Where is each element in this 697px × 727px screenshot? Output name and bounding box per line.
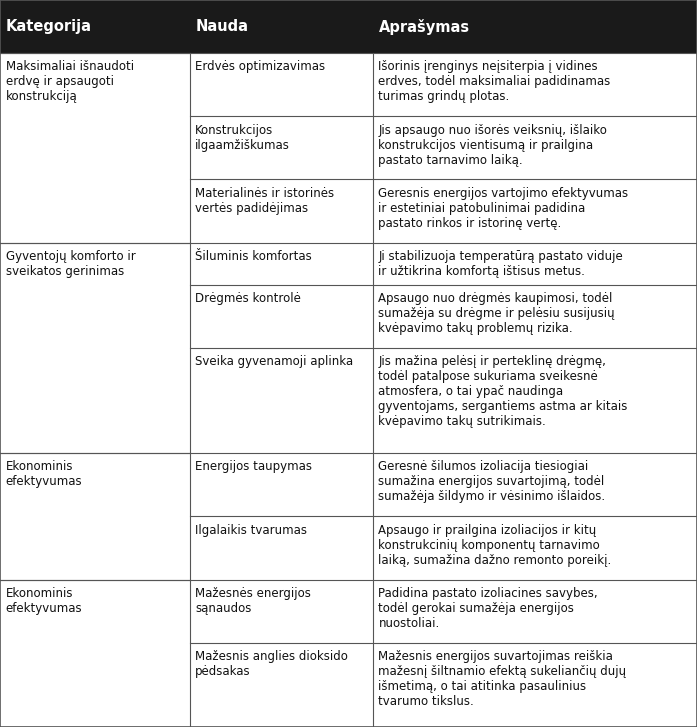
Text: Sveika gyvenamoji aplinka: Sveika gyvenamoji aplinka <box>195 356 353 368</box>
Bar <box>0 180 697 243</box>
Bar <box>0 453 190 579</box>
Text: Apsaugo nuo drėgmės kaupimosi, todėl
sumažėja su drėgme ir pelėsiu susijusių
kvė: Apsaugo nuo drėgmės kaupimosi, todėl sum… <box>378 292 615 335</box>
Text: Ji stabilizuoja temperatūrą pastato viduje
ir užtikrina komfortą ištisus metus.: Ji stabilizuoja temperatūrą pastato vidu… <box>378 250 623 278</box>
Bar <box>0 53 190 243</box>
Bar <box>0 0 697 53</box>
Text: Išorinis įrenginys neįsiterpia į vidines
erdves, todėl maksimaliai padidinamas
t: Išorinis įrenginys neįsiterpia į vidines… <box>378 60 611 103</box>
Bar <box>0 53 697 116</box>
Text: Konstrukcijos
ilgaamžiškumas: Konstrukcijos ilgaamžiškumas <box>195 124 290 151</box>
Text: Jis apsaugo nuo išorės veiksnių, išlaiko
konstrukcijos vientisumą ir prailgina
p: Jis apsaugo nuo išorės veiksnių, išlaiko… <box>378 124 607 166</box>
Bar <box>0 453 697 516</box>
Text: Nauda: Nauda <box>195 19 248 34</box>
Bar <box>0 579 697 643</box>
Text: Erdvės optimizavimas: Erdvės optimizavimas <box>195 60 325 73</box>
Text: Šiluminis komfortas: Šiluminis komfortas <box>195 250 312 263</box>
Text: Jis mažina pelėsį ir perteklinę drėgmę,
todėl patalpose sukuriama sveikesnė
atmo: Jis mažina pelėsį ir perteklinę drėgmę, … <box>378 356 628 428</box>
Text: Ekonominis
efektyvumas: Ekonominis efektyvumas <box>6 460 82 489</box>
Bar <box>0 285 697 348</box>
Bar <box>0 643 697 727</box>
Text: Materialinės ir istorinės
vertės padidėjimas: Materialinės ir istorinės vertės padidėj… <box>195 187 335 214</box>
Text: Mažesnis energijos suvartojimas reiškia
mažesnį šiltnamio efektą sukeliančių duj: Mažesnis energijos suvartojimas reiškia … <box>378 650 627 708</box>
Text: Ilgalaikis tvarumas: Ilgalaikis tvarumas <box>195 523 307 537</box>
Text: Padidina pastato izoliacines savybes,
todėl gerokai sumažėja energijos
nuostolia: Padidina pastato izoliacines savybes, to… <box>378 587 598 630</box>
Text: Maksimaliai išnaudoti
erdvę ir apsaugoti
konstrukciją: Maksimaliai išnaudoti erdvę ir apsaugoti… <box>6 60 134 103</box>
Text: Drėgmės kontrolė: Drėgmės kontrolė <box>195 292 301 305</box>
Bar <box>0 516 697 579</box>
Bar <box>0 348 697 453</box>
Text: Gyventojų komforto ir
sveikatos gerinimas: Gyventojų komforto ir sveikatos gerinima… <box>6 250 135 278</box>
Bar <box>0 243 697 285</box>
Bar <box>0 116 697 180</box>
Text: Ekonominis
efektyvumas: Ekonominis efektyvumas <box>6 587 82 615</box>
Text: Mažesnis anglies dioksido
pėdsakas: Mažesnis anglies dioksido pėdsakas <box>195 650 348 678</box>
Text: Geresnė šilumos izoliacija tiesiogiai
sumažina energijos suvartojimą, todėl
suma: Geresnė šilumos izoliacija tiesiogiai su… <box>378 460 606 504</box>
Text: Apsaugo ir prailgina izoliacijos ir kitų
konstrukcinių komponentų tarnavimo
laik: Apsaugo ir prailgina izoliacijos ir kitų… <box>378 523 612 566</box>
Text: Geresnis energijos vartojimo efektyvumas
ir estetiniai patobulinimai padidina
pa: Geresnis energijos vartojimo efektyvumas… <box>378 187 629 230</box>
Bar <box>0 243 190 453</box>
Text: Energijos taupymas: Energijos taupymas <box>195 460 312 473</box>
Text: Mažesnės energijos
sąnaudos: Mažesnės energijos sąnaudos <box>195 587 311 615</box>
Text: Aprašymas: Aprašymas <box>378 18 470 35</box>
Text: Kategorija: Kategorija <box>6 19 91 34</box>
Bar <box>0 579 190 727</box>
